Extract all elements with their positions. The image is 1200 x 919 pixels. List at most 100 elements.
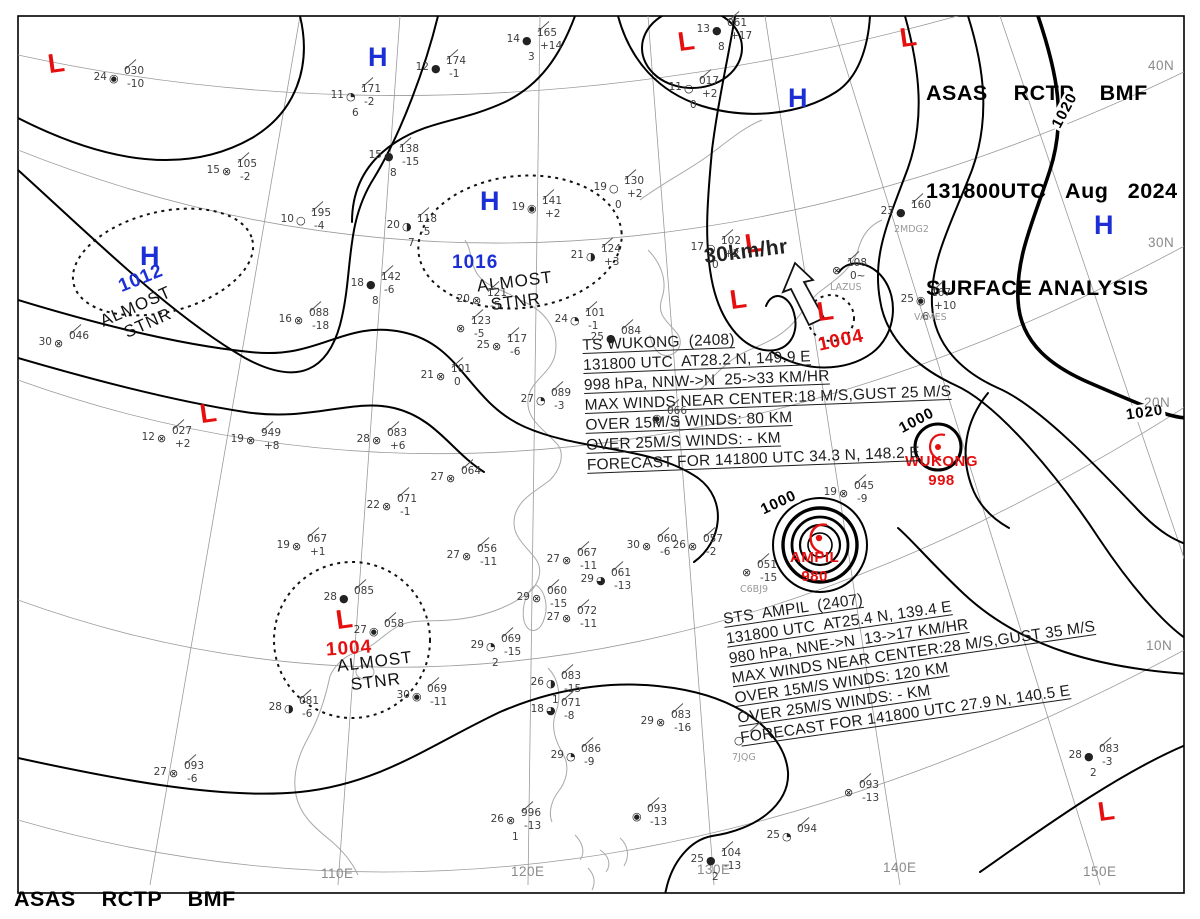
station-pressure: 057 <box>703 533 724 545</box>
station-pressure-change: +3 <box>604 256 620 268</box>
station-pressure: 093 <box>647 803 668 815</box>
station-id: VAMES <box>914 312 947 323</box>
station-pressure-change: -11 <box>580 560 598 572</box>
station-circle-icon: ○ <box>684 82 694 95</box>
longitude-label: 130E <box>697 862 731 877</box>
pressure-system-symbol: L <box>45 47 67 80</box>
station-circle-icon: ⊗ <box>839 487 849 500</box>
station-temperature: 29 <box>516 591 530 603</box>
station-circle-icon: ⊗ <box>222 165 232 178</box>
station-circle-icon: ⊗ <box>292 540 302 553</box>
station-pressure: 102 <box>721 235 742 247</box>
station-pressure: 105 <box>237 158 258 170</box>
station-circle-icon: ⊗ <box>246 434 256 447</box>
station-pressure: 101 <box>451 363 472 375</box>
station-circle-icon: ● <box>384 150 394 163</box>
station-circle-icon: ● <box>522 34 532 47</box>
station-circle-icon: ⊗ <box>832 264 842 277</box>
station-pressure: 108 <box>847 257 868 269</box>
station-temperature: 28 <box>1068 749 1082 761</box>
station-temperature: 28 <box>268 701 282 713</box>
station-circle-icon: ⊗ <box>372 434 382 447</box>
station-temperature: 27 <box>546 611 560 623</box>
station-temperature: 27 <box>153 766 167 778</box>
station-pressure: 104 <box>721 847 742 859</box>
title-line-product: ASAS RCTP BMF <box>14 887 236 911</box>
longitude-label: 150E <box>1083 864 1117 879</box>
station-weather-code: 6 <box>352 107 359 119</box>
station-pressure: 160 <box>911 199 932 211</box>
station-circle-icon: ⊗ <box>382 500 392 513</box>
station-pressure: 093 <box>184 760 205 772</box>
station-pressure: 093 <box>859 779 880 791</box>
station-temperature: 28 <box>323 591 337 603</box>
station-circle-icon: ◉ <box>412 690 422 703</box>
station-pressure-change: -6 <box>384 284 395 296</box>
station-temperature: 29 <box>640 715 654 727</box>
station-circle-icon: ○ <box>734 734 744 747</box>
station-circle-icon: ◔ <box>782 830 792 843</box>
station-pressure: 051 <box>757 559 778 571</box>
station-pressure-change: -11 <box>580 618 598 630</box>
station-temperature: 30 <box>626 539 640 551</box>
station-pressure-change: -15 <box>402 156 420 168</box>
station-pressure-change: -1 <box>449 68 460 80</box>
station-pressure-change: +17 <box>730 30 753 42</box>
dashed-boundaries <box>71 174 855 719</box>
station-pressure-change: -0 <box>670 418 681 430</box>
station-pressure: 094 <box>797 823 818 835</box>
wukong-info-block: TS WUKONG (2408) 131800 UTC AT28.2 N, 149… <box>582 322 954 476</box>
station-pressure-change: -10 <box>127 78 145 90</box>
station-pressure: 949 <box>261 427 282 439</box>
station-pressure: 083 <box>387 427 408 439</box>
latitude-label: 10N <box>1146 638 1173 653</box>
title-line-type: SURFACE ANALYSIS <box>926 276 1149 300</box>
station-pressure: 027 <box>172 425 193 437</box>
station-pressure-change: -6 <box>302 708 313 720</box>
station-temperature: 14 <box>506 33 520 45</box>
station-circle-icon: ◑ <box>546 677 556 690</box>
station-temperature: 11 <box>330 89 344 101</box>
station-pressure: 058 <box>384 618 405 630</box>
station-pressure: 123 <box>471 315 492 327</box>
station-pressure-change: +10 <box>934 300 957 312</box>
station-temperature: 29 <box>550 749 564 761</box>
station-pressure: 085 <box>354 585 375 597</box>
station-temperature: 21 <box>420 369 434 381</box>
ampil-center-icon <box>815 534 823 542</box>
station-pressure: 072 <box>577 605 598 617</box>
station-pressure: 118 <box>417 213 438 225</box>
station-id: 2MDG2 <box>894 224 929 235</box>
station-pressure: 083 <box>561 670 582 682</box>
station-pressure: 017 <box>699 75 720 87</box>
isobars <box>18 16 1184 893</box>
station-pressure: 083 <box>1099 743 1120 755</box>
station-pressure: 117 <box>507 333 528 345</box>
longitude-label: 120E <box>511 864 545 879</box>
station-circle-icon: ⊗ <box>436 370 446 383</box>
station-circle-icon: ◑ <box>586 250 596 263</box>
station-circle-icon: ○ <box>609 182 619 195</box>
station-temperature: 19 <box>511 201 525 213</box>
pressure-system-symbol: L <box>1095 795 1117 828</box>
station-circle-icon: ◉ <box>369 625 379 638</box>
station-pressure: 130 <box>624 175 645 187</box>
station-pressure: 060 <box>547 585 568 597</box>
station-temperature: 11 <box>668 81 682 93</box>
station-pressure-change: 0 <box>454 376 461 388</box>
storm-pressure: 980 <box>801 568 828 585</box>
station-temperature: 15 <box>368 149 382 161</box>
longitude-label: 140E <box>883 860 917 875</box>
station-circle-icon: ○ <box>296 214 306 227</box>
station-pressure-change: -4 <box>314 220 325 232</box>
station-pressure: 069 <box>427 683 448 695</box>
station-circle-icon: ◑ <box>284 702 294 715</box>
station-temperature: 26 <box>530 676 544 688</box>
station-temperature: 23 <box>880 205 894 217</box>
station-pressure: 061 <box>611 567 632 579</box>
station-temperature: 21 <box>570 249 584 261</box>
station-circle-icon: ⊗ <box>169 767 179 780</box>
station-pressure-change: +2 <box>175 438 191 450</box>
station-pressure: 171 <box>361 83 382 95</box>
storm-name: AMPIL <box>790 549 840 566</box>
